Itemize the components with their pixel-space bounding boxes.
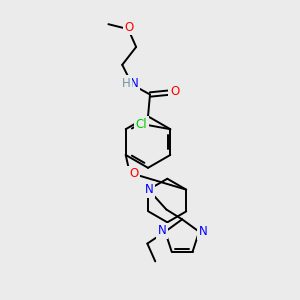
- Text: O: O: [124, 21, 134, 34]
- Text: N: N: [158, 224, 167, 237]
- Text: O: O: [170, 85, 179, 98]
- Text: N: N: [145, 183, 154, 196]
- Text: N: N: [130, 77, 139, 90]
- Text: O: O: [129, 167, 138, 180]
- Text: H: H: [122, 77, 130, 90]
- Text: N: N: [199, 225, 207, 238]
- Text: Cl: Cl: [136, 118, 147, 131]
